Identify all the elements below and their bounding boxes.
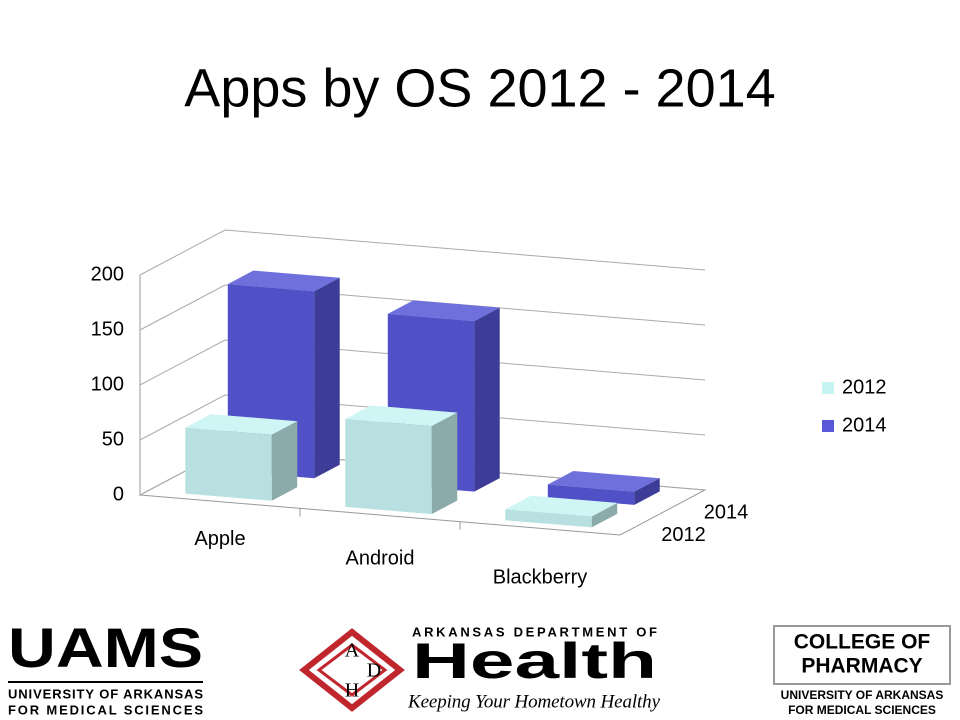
bar-shade <box>314 277 340 479</box>
rule <box>8 681 203 683</box>
bar-top <box>505 495 618 517</box>
bar-shade <box>185 414 298 435</box>
bar-shade <box>547 471 660 492</box>
pharmacy-line: FOR MEDICAL SCIENCES <box>788 703 936 717</box>
pharmacy-line: PHARMACY <box>801 655 922 678</box>
legend-swatch <box>822 420 834 432</box>
legend-swatch <box>822 382 834 394</box>
bar-side <box>271 421 298 501</box>
bar-shade <box>271 421 298 501</box>
x-tick-label: Android <box>346 547 415 569</box>
bar-shade <box>185 427 272 501</box>
bar-side <box>634 478 660 505</box>
bar-side <box>314 277 340 479</box>
chart-title: Apps by OS 2012 - 2014 <box>184 58 775 118</box>
bar-shade <box>547 484 635 505</box>
depth-label: 2012 <box>661 524 706 546</box>
pharmacy-line: COLLEGE OF <box>794 631 931 654</box>
uams-logo: UAMS UNIVERSITY OF ARKANSAS FOR MEDICAL … <box>8 616 203 717</box>
bar-shade <box>474 307 500 492</box>
chart: 05010015020020142012AppleAndroidBlackber… <box>91 229 887 589</box>
bar-shade <box>345 418 432 515</box>
bar-shade <box>634 478 660 505</box>
bar-shade <box>505 495 618 517</box>
bar-top <box>387 300 500 322</box>
grid-line <box>139 394 706 441</box>
logo-letter: H <box>345 680 359 702</box>
bar <box>185 427 272 501</box>
bar-side <box>474 307 500 492</box>
grid-line <box>139 339 706 386</box>
box <box>773 625 951 685</box>
grid-line <box>139 284 706 331</box>
bar-shade <box>591 502 618 528</box>
depth-label: 2014 <box>704 502 749 524</box>
x-tick-label: Apple <box>194 528 245 550</box>
bar-shade <box>431 412 458 515</box>
y-tick-label: 50 <box>102 428 124 450</box>
legend-label: 2012 <box>842 376 887 398</box>
bar-shade <box>345 405 458 427</box>
uams-line: UNIVERSITY OF ARKANSAS <box>8 686 203 701</box>
adh-logo: A D H ARKANSAS DEPARTMENT OF Health Keep… <box>299 624 661 712</box>
pharmacy-line: UNIVERSITY OF ARKANSAS <box>781 688 944 702</box>
diamond <box>316 643 388 697</box>
uams-name: UAMS <box>8 616 203 679</box>
y-tick-label: 150 <box>91 318 124 340</box>
y-tick-label: 100 <box>91 373 124 395</box>
bar <box>505 509 592 528</box>
bar-shade <box>227 270 340 292</box>
logo-letter: A <box>345 640 360 662</box>
y-tick-label: 0 <box>113 483 124 505</box>
x-tick-label: Blackberry <box>493 567 587 589</box>
legend-label: 2014 <box>842 414 887 436</box>
grid-line <box>139 229 706 276</box>
bar-shade <box>387 300 500 322</box>
adh-tagline: Keeping Your Hometown Healthy <box>407 691 661 712</box>
bar-top <box>547 471 660 492</box>
bar-side <box>591 502 618 528</box>
bar <box>345 418 432 515</box>
bar-top <box>185 414 298 435</box>
pharmacy-logo: COLLEGE OF PHARMACY UNIVERSITY OF ARKANS… <box>773 625 951 717</box>
logo-letter: D <box>367 660 381 682</box>
y-tick-label: 200 <box>91 263 124 285</box>
bar-top <box>227 270 340 292</box>
uams-line: FOR MEDICAL SCIENCES <box>8 702 203 717</box>
bar-top <box>345 405 458 427</box>
adh-name: Health <box>412 633 657 689</box>
bar <box>547 484 635 505</box>
diamond <box>299 628 405 712</box>
bar-shade <box>505 509 592 528</box>
bar-side <box>431 412 458 515</box>
